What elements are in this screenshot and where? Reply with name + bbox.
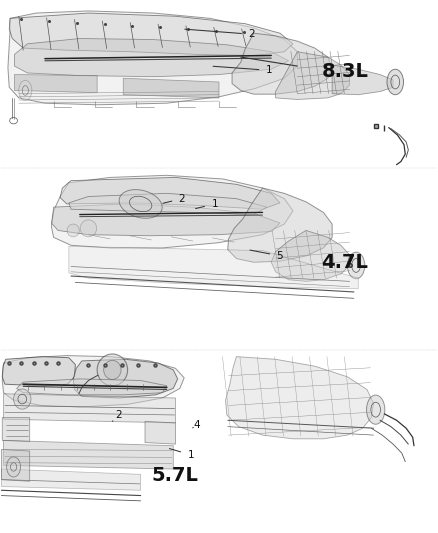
Ellipse shape xyxy=(14,389,31,409)
Ellipse shape xyxy=(80,220,97,237)
Polygon shape xyxy=(51,175,293,248)
Polygon shape xyxy=(276,52,350,100)
Polygon shape xyxy=(123,78,219,98)
Polygon shape xyxy=(226,357,374,439)
Polygon shape xyxy=(1,449,30,481)
Ellipse shape xyxy=(67,224,79,237)
Text: 8.3L: 8.3L xyxy=(321,62,368,81)
Polygon shape xyxy=(14,38,289,77)
Text: 4: 4 xyxy=(193,419,200,430)
Text: 1: 1 xyxy=(196,199,218,209)
Ellipse shape xyxy=(19,80,32,101)
Polygon shape xyxy=(14,75,97,93)
Polygon shape xyxy=(69,246,358,289)
Polygon shape xyxy=(51,204,280,236)
Text: 1: 1 xyxy=(170,449,194,460)
Polygon shape xyxy=(17,379,167,395)
Ellipse shape xyxy=(119,190,162,219)
Text: 2: 2 xyxy=(185,29,255,39)
Ellipse shape xyxy=(104,360,121,379)
Polygon shape xyxy=(9,13,293,55)
Ellipse shape xyxy=(387,69,403,95)
Polygon shape xyxy=(332,65,393,95)
Polygon shape xyxy=(145,421,176,444)
Polygon shape xyxy=(2,357,75,386)
Polygon shape xyxy=(4,440,173,469)
Polygon shape xyxy=(60,177,280,209)
Polygon shape xyxy=(228,188,332,262)
Text: 5: 5 xyxy=(250,250,283,261)
Text: 4.7L: 4.7L xyxy=(321,253,368,272)
Text: 2: 2 xyxy=(163,193,185,204)
Polygon shape xyxy=(4,394,176,423)
Polygon shape xyxy=(8,11,297,105)
Ellipse shape xyxy=(347,252,365,279)
Polygon shape xyxy=(73,359,178,398)
Text: 2: 2 xyxy=(113,410,122,421)
Polygon shape xyxy=(2,356,184,407)
Polygon shape xyxy=(2,418,30,441)
Ellipse shape xyxy=(97,354,127,386)
Polygon shape xyxy=(271,230,350,281)
Ellipse shape xyxy=(7,457,21,477)
Text: 1: 1 xyxy=(213,66,272,75)
Ellipse shape xyxy=(367,395,385,424)
Polygon shape xyxy=(1,469,141,490)
Polygon shape xyxy=(232,33,332,94)
Polygon shape xyxy=(69,193,267,215)
Text: 5.7L: 5.7L xyxy=(152,466,198,486)
